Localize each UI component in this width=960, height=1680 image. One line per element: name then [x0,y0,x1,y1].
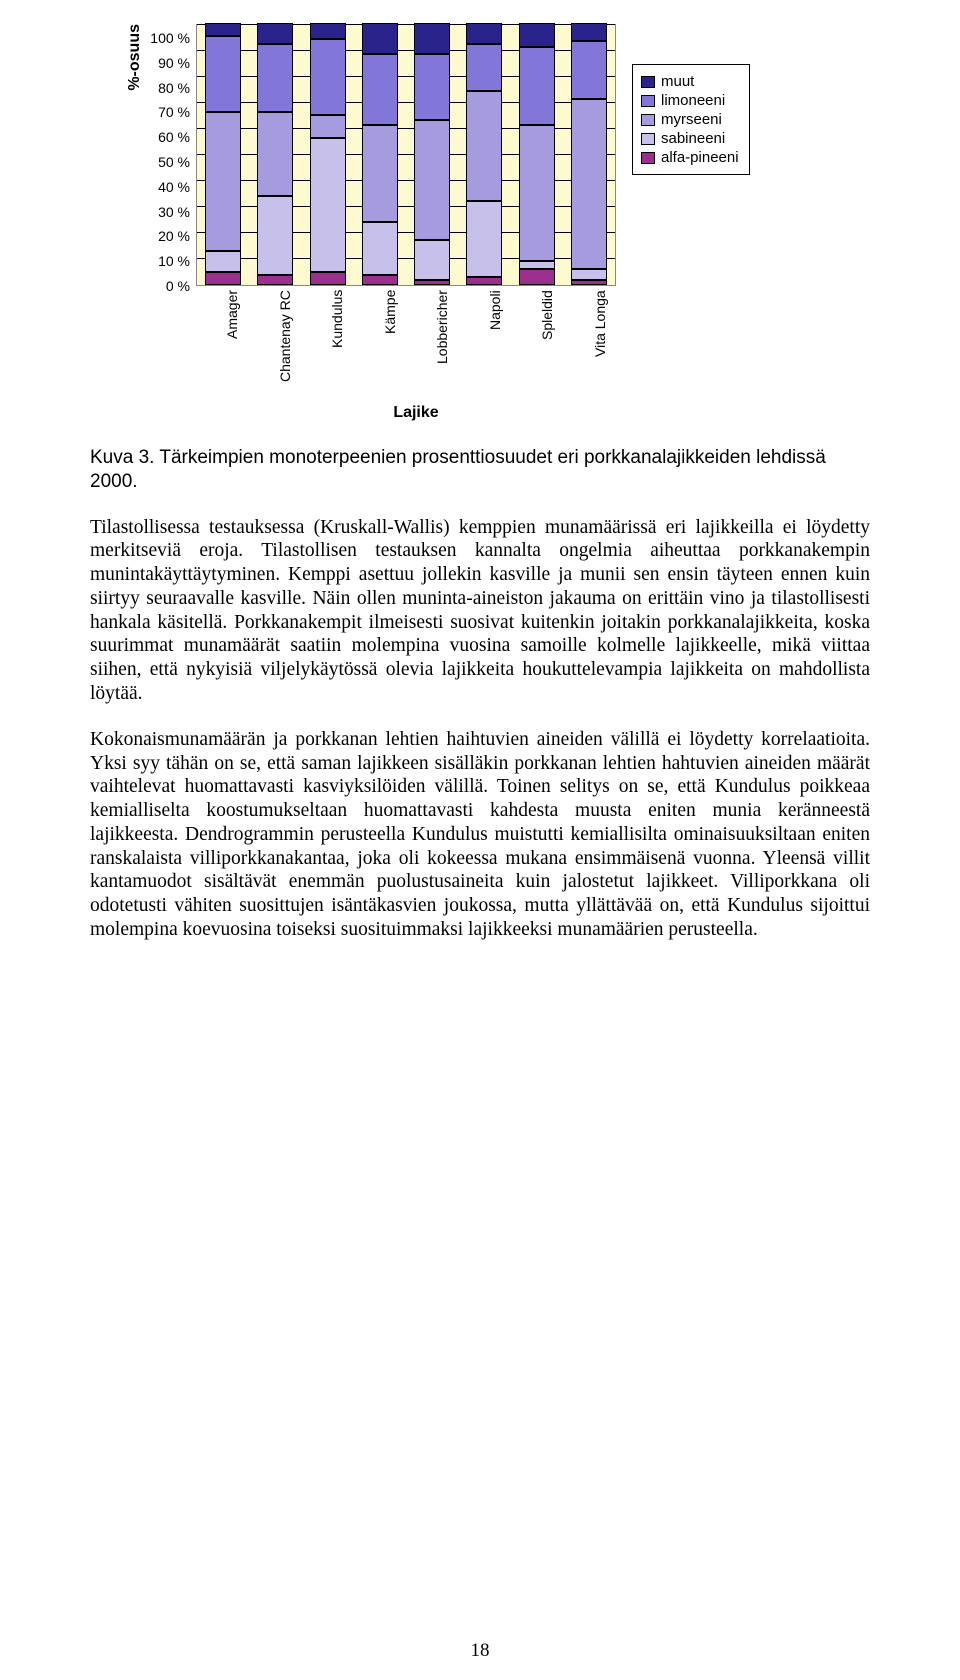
y-tick: 60 % [144,130,190,144]
segment-myrseeni [519,125,555,261]
segment-alfa-pineeni [205,272,241,285]
bar-chantenay-rc [257,23,293,285]
paragraph-2: Kokonaismunamäärän ja porkkanan lehtien … [90,728,870,942]
legend-item-alfa-pineeni: alfa-pineeni [641,149,739,166]
legend-swatch [641,114,655,126]
x-axis-label: Lajike [206,404,626,422]
segment-myrseeni [571,99,607,269]
segment-muut [205,23,241,36]
bar-kämpe [362,23,398,285]
y-tick: 100 % [144,31,190,45]
x-tick: Kundulus [329,290,345,398]
chart-plot-area [196,24,616,286]
body-text: Tilastollisessa testauksessa (Kruskall-W… [90,516,870,942]
y-axis-label: %-osuus [120,24,144,181]
segment-sabineeni [205,251,241,272]
stacked-bar-chart: %-osuus 0 % 10 % 20 % 30 % 40 % 50 % 60 % 70 % 8… [120,24,870,422]
legend-item-muut: muut [641,73,739,90]
y-tick: 80 % [144,81,190,95]
segment-sabineeni [414,240,450,279]
segment-myrseeni [205,112,241,251]
x-tick: Napoli [487,290,503,398]
segment-limoneeni [466,44,502,91]
x-tick: Lobbericher [434,290,450,398]
legend-item-limoneeni: limoneeni [641,92,739,109]
page-number: 18 [0,1640,960,1662]
y-tick: 20 % [144,229,190,243]
legend-swatch [641,76,655,88]
legend-label: muut [661,73,694,90]
segment-muut [519,23,555,47]
segment-myrseeni [414,120,450,241]
segment-alfa-pineeni [571,280,607,285]
x-tick: Kämpe [382,290,398,398]
y-tick: 40 % [144,180,190,194]
segment-muut [310,23,346,39]
segment-limoneeni [414,54,450,120]
segment-alfa-pineeni [362,275,398,285]
paragraph-1: Tilastollisessa testauksessa (Kruskall-W… [90,516,870,706]
segment-muut [257,23,293,44]
segment-limoneeni [257,44,293,112]
legend-label: limoneeni [661,92,725,109]
legend-swatch [641,152,655,164]
legend-swatch [641,133,655,145]
bar-napoli [466,23,502,285]
segment-sabineeni [466,201,502,277]
bars-container [197,25,615,285]
segment-alfa-pineeni [257,275,293,285]
segment-alfa-pineeni [466,277,502,285]
segment-muut [414,23,450,54]
segment-myrseeni [257,112,293,196]
segment-limoneeni [362,54,398,125]
y-tick: 70 % [144,105,190,119]
segment-myrseeni [310,115,346,139]
segment-myrseeni [466,91,502,201]
segment-limoneeni [571,41,607,99]
chart-legend: muut limoneeni myrseeni sabineeni alfa-pinee… [632,64,750,175]
bar-spleldid [519,23,555,285]
x-axis-ticks: Amager Chantenay RC Kundulus Kämpe Lobberich… [206,290,626,398]
segment-muut [362,23,398,54]
bar-lobbericher [414,23,450,285]
figure-caption: Kuva 3. Tärkeimpien monoterpeenien prose… [90,446,870,494]
y-tick: 50 % [144,155,190,169]
bar-amager [205,23,241,285]
segment-alfa-pineeni [519,269,555,285]
segment-limoneeni [310,39,346,115]
x-tick: Chantenay RC [277,290,293,398]
legend-swatch [641,95,655,107]
bar-kundulus [310,23,346,285]
segment-sabineeni [362,222,398,274]
legend-label: alfa-pineeni [661,149,739,166]
y-tick: 10 % [144,254,190,268]
segment-sabineeni [519,261,555,269]
x-tick: Vita Longa [592,290,608,398]
segment-alfa-pineeni [414,280,450,285]
legend-item-sabineeni: sabineeni [641,130,739,147]
x-tick: Amager [224,290,240,398]
y-tick: 90 % [144,56,190,70]
segment-muut [466,23,502,44]
segment-sabineeni [310,138,346,272]
y-tick: 30 % [144,205,190,219]
bar-vita-longa [571,23,607,285]
legend-label: sabineeni [661,130,725,147]
legend-label: myrseeni [661,111,722,128]
segment-myrseeni [362,125,398,222]
segment-muut [571,23,607,41]
segment-limoneeni [205,36,241,112]
segment-sabineeni [257,196,293,275]
y-tick: 0 % [144,279,190,293]
segment-alfa-pineeni [310,272,346,285]
segment-limoneeni [519,47,555,126]
x-tick: Spleldid [539,290,555,398]
segment-sabineeni [571,269,607,279]
y-axis-ticks: 0 %10 %20 %30 %40 %50 %60 %70 %80 %90 %1… [144,24,196,286]
legend-item-myrseeni: myrseeni [641,111,739,128]
